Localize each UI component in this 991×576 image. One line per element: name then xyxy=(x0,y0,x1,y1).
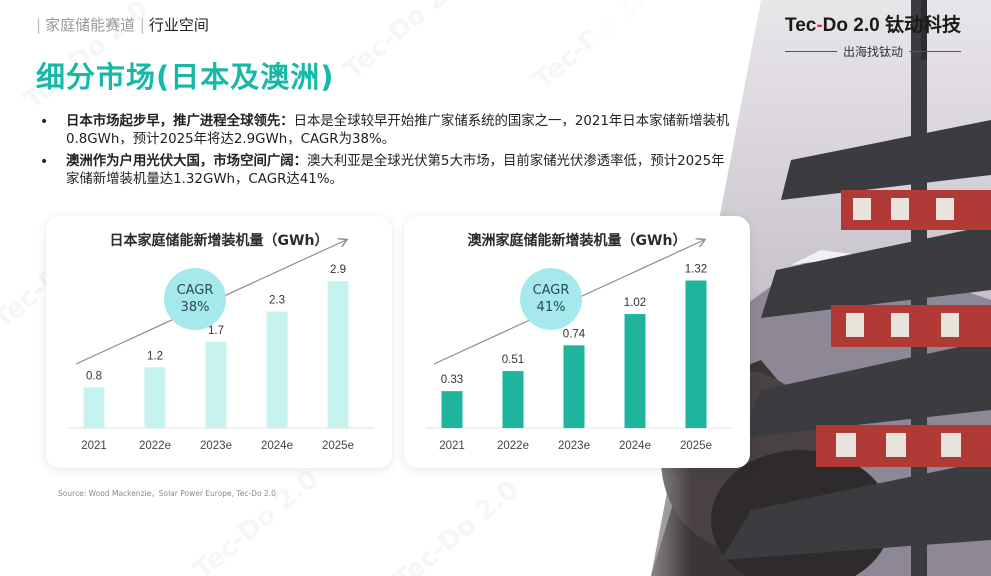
japan-chart-card: 日本家庭储能新增装机量（GWh） 0.8 2021 1.2 2022e 1.7 2023e… xyxy=(46,216,392,468)
source-note: Source: Wood Mackenzie，Solar Power Europ… xyxy=(58,489,276,498)
bullet-text: 日本是全球较早开始推广家储系统的国家之一，2021年日本家储新增装机0.8GWh… xyxy=(66,114,730,147)
x-tick-label: 2021 xyxy=(81,440,107,452)
data-label: 2.9 xyxy=(330,264,346,276)
cagr-label: CAGR xyxy=(532,283,570,298)
x-tick-label: 2023e xyxy=(200,440,232,452)
slogan-text: 出海找钛动 xyxy=(842,45,903,59)
data-label: 0.74 xyxy=(563,328,586,340)
brand-name-dash: - xyxy=(816,15,823,36)
bar xyxy=(83,387,105,428)
bar xyxy=(327,281,349,428)
bullet-content: 澳洲作为户用光伏大国，市场空间广阔：澳大利亚是全球光伏第5大市场，目前家储光伏渗… xyxy=(66,153,730,189)
divider xyxy=(784,51,837,52)
data-label: 0.8 xyxy=(86,371,102,383)
brand-name: Tec-Do 2.0 钛动科技 xyxy=(785,10,961,37)
cagr-badge: CAGR 41% xyxy=(520,268,582,330)
bar xyxy=(266,311,288,428)
brand-name-part: Do 2.0 钛动科技 xyxy=(822,15,961,36)
bullet-icon: • xyxy=(40,114,49,130)
x-tick-label: 2021 xyxy=(439,440,465,452)
bullet-icon: • xyxy=(40,154,49,170)
data-label: 1.2 xyxy=(147,350,163,362)
page-title: 细分市场(日本及澳洲) xyxy=(36,60,335,94)
cagr-value: 41% xyxy=(536,300,566,315)
watermark: Tec-Do 2.0 xyxy=(388,474,524,576)
bullet-heading: 澳洲作为户用光伏大国，市场空间广阔： xyxy=(66,154,308,169)
cagr-label: CAGR xyxy=(176,283,214,298)
chart-title: 澳洲家庭储能新增装机量（GWh） xyxy=(467,233,687,249)
data-label: 0.33 xyxy=(441,374,463,386)
bar xyxy=(502,371,524,428)
breadcrumb-active: 行业空间 xyxy=(148,16,209,34)
cagr-value: 38% xyxy=(180,300,210,315)
breadcrumb: | 家庭储能赛道 | 行业空间 xyxy=(36,14,209,35)
bar xyxy=(563,345,585,428)
bar xyxy=(624,314,646,428)
x-tick-label: 2023e xyxy=(558,440,590,452)
bullet-text: 澳大利亚是全球光伏第5大市场，目前家储光伏渗透率低，预计2025年家储新增装机量… xyxy=(66,154,725,187)
data-label: 1.7 xyxy=(208,325,224,337)
bar xyxy=(441,391,463,428)
australia-bar-chart: 0.33 2021 0.51 2022e 0.74 2023e 1.02 2024e 1.32 2… xyxy=(426,216,732,452)
cagr-badge: CAGR 38% xyxy=(164,268,226,330)
japan-bar-chart: 0.8 2021 1.2 2022e 1.7 2023e 2.3 2024e 2.9 2025e xyxy=(68,216,374,452)
bar xyxy=(685,280,707,428)
bullet-item: • 日本市场起步早，推广进程全球领先：日本是全球较早开始推广家储系统的国家之一，… xyxy=(40,113,730,149)
x-tick-label: 2022e xyxy=(139,440,171,452)
australia-chart-card: 澳洲家庭储能新增装机量（GWh） 0.33 2021 0.51 2022e 0.74 20… xyxy=(404,216,750,468)
bar xyxy=(144,367,166,428)
brand-logo: Tec-Do 2.0 钛动科技 出海找钛动 xyxy=(784,10,961,60)
brand-name-part: Tec xyxy=(785,15,817,36)
x-tick-label: 2025e xyxy=(680,440,712,452)
data-label: 1.02 xyxy=(624,297,646,309)
data-label: 2.3 xyxy=(269,295,285,307)
watermark: Tec-Do 2.0 xyxy=(338,0,474,86)
breadcrumb-divider: | xyxy=(36,16,42,34)
bar xyxy=(205,341,227,428)
data-label: 0.51 xyxy=(502,354,524,366)
data-label: 1.32 xyxy=(685,264,707,276)
x-tick-label: 2025e xyxy=(322,440,354,452)
divider xyxy=(909,51,961,52)
breadcrumb-section: 家庭储能赛道 xyxy=(45,16,136,34)
breadcrumb-divider: | xyxy=(139,16,145,34)
brand-slogan: 出海找钛动 xyxy=(784,43,961,60)
key-points: • 日本市场起步早，推广进程全球领先：日本是全球较早开始推广家储系统的国家之一，… xyxy=(40,113,730,193)
watermark: Tec-Do 2.0 xyxy=(188,464,324,576)
bullet-content: 日本市场起步早，推广进程全球领先：日本是全球较早开始推广家储系统的国家之一，20… xyxy=(66,113,730,149)
chart-title: 日本家庭储能新增装机量（GWh） xyxy=(109,233,329,249)
bullet-item: • 澳洲作为户用光伏大国，市场空间广阔：澳大利亚是全球光伏第5大市场，目前家储光… xyxy=(40,153,730,189)
x-tick-label: 2022e xyxy=(497,440,529,452)
x-tick-label: 2024e xyxy=(261,440,293,452)
bullet-heading: 日本市场起步早，推广进程全球领先： xyxy=(66,114,294,129)
x-tick-label: 2024e xyxy=(619,440,651,452)
